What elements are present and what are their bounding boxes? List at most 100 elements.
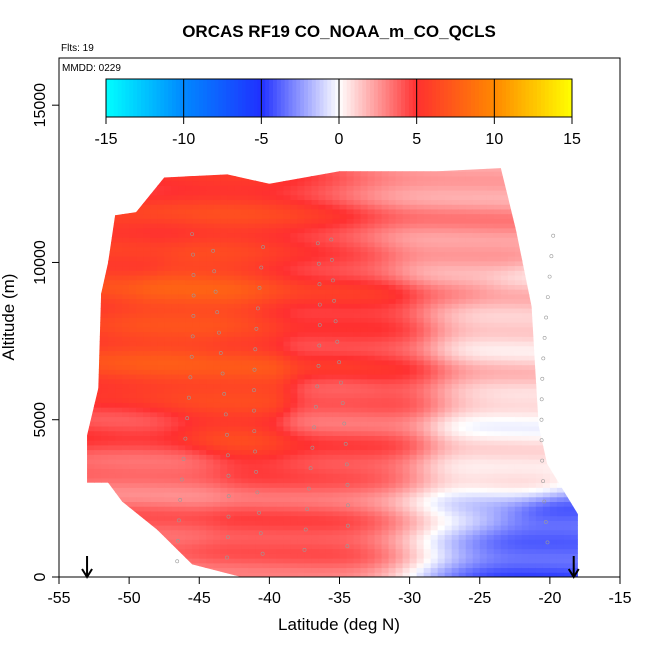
heat-cell bbox=[437, 548, 446, 554]
heat-cell bbox=[129, 411, 137, 418]
heat-cell bbox=[402, 364, 411, 370]
heat-cell bbox=[458, 515, 467, 521]
heat-cell bbox=[297, 369, 305, 375]
heat-cell bbox=[122, 260, 130, 267]
heat-cell bbox=[276, 468, 284, 474]
heat-cell bbox=[472, 520, 481, 526]
heat-cell bbox=[311, 572, 319, 577]
heat-cell bbox=[101, 223, 109, 229]
heat-cell bbox=[94, 199, 102, 205]
heat-cell bbox=[171, 388, 179, 394]
heat-cell bbox=[171, 383, 179, 389]
heat-cell bbox=[339, 492, 348, 498]
heat-cell bbox=[255, 402, 263, 408]
heat-cell bbox=[234, 496, 242, 503]
heat-cell bbox=[416, 426, 425, 432]
heat-cell bbox=[290, 308, 298, 314]
heat-cell bbox=[444, 378, 453, 385]
heat-cell bbox=[143, 567, 151, 573]
heat-cell bbox=[206, 492, 214, 498]
heat-cell bbox=[276, 402, 284, 408]
heat-cell bbox=[360, 496, 369, 503]
heat-cell bbox=[185, 449, 193, 455]
heat-cell bbox=[458, 548, 467, 554]
heat-cell bbox=[332, 421, 340, 427]
heat-cell bbox=[416, 534, 425, 540]
heat-cell bbox=[94, 411, 102, 418]
heat-cell bbox=[458, 459, 467, 465]
heat-cell bbox=[283, 529, 291, 536]
heat-cell bbox=[374, 331, 383, 337]
heat-cell bbox=[108, 218, 116, 224]
heat-cell bbox=[178, 444, 186, 451]
heat-cell bbox=[409, 175, 418, 182]
heat-cell bbox=[318, 525, 326, 531]
heat-cell bbox=[423, 355, 432, 361]
heat-cell bbox=[297, 275, 305, 281]
heat-cell bbox=[416, 520, 425, 526]
heat-cell bbox=[94, 208, 102, 215]
heat-cell bbox=[353, 364, 362, 370]
heat-cell bbox=[115, 345, 123, 352]
heat-cell bbox=[171, 525, 179, 531]
heat-cell bbox=[318, 364, 326, 370]
heat-cell bbox=[311, 562, 319, 569]
heat-cell bbox=[255, 407, 263, 413]
heat-cell bbox=[318, 426, 326, 432]
heat-cell bbox=[255, 359, 263, 366]
heat-cell bbox=[248, 411, 256, 418]
heat-cell bbox=[157, 265, 165, 271]
heat-cell bbox=[388, 359, 397, 366]
heat-cell bbox=[332, 449, 340, 455]
heat-cell bbox=[101, 232, 109, 238]
heat-cell bbox=[136, 331, 144, 337]
heat-cell bbox=[367, 454, 376, 460]
heat-cell bbox=[94, 331, 102, 337]
heat-cell bbox=[409, 510, 418, 517]
heat-cell bbox=[325, 270, 333, 276]
heat-cell bbox=[199, 208, 207, 215]
heat-cell bbox=[192, 162, 200, 167]
heat-cell bbox=[269, 265, 277, 271]
heat-cell bbox=[122, 506, 130, 512]
heat-cell bbox=[262, 350, 270, 356]
heat-cell bbox=[171, 426, 179, 432]
heat-cell bbox=[423, 284, 432, 290]
heat-cell bbox=[360, 260, 369, 267]
heat-cell bbox=[94, 407, 102, 413]
heat-cell bbox=[94, 454, 102, 460]
heat-cell bbox=[346, 194, 355, 201]
heat-cell bbox=[227, 411, 235, 418]
heat-cell bbox=[381, 463, 390, 469]
heat-cell bbox=[241, 402, 249, 408]
heat-cell bbox=[241, 525, 249, 531]
heat-cell bbox=[115, 218, 123, 224]
heat-cell bbox=[115, 383, 123, 389]
heat-cell bbox=[423, 440, 432, 446]
heat-cell bbox=[150, 440, 158, 446]
heat-cell bbox=[248, 265, 256, 271]
heat-cell bbox=[185, 534, 193, 540]
heat-cell bbox=[255, 232, 263, 238]
heat-cell bbox=[381, 275, 390, 281]
heat-cell bbox=[262, 510, 270, 517]
heat-cell bbox=[213, 468, 221, 474]
heat-cell bbox=[332, 162, 340, 167]
heat-cell bbox=[353, 180, 362, 186]
heat-cell bbox=[479, 520, 488, 526]
heat-cell bbox=[297, 331, 305, 337]
heat-cell bbox=[353, 525, 362, 531]
heat-cell bbox=[143, 326, 151, 333]
heat-cell bbox=[311, 525, 319, 531]
heat-cell bbox=[115, 421, 123, 427]
heat-cell bbox=[101, 534, 109, 540]
heat-cell bbox=[381, 190, 390, 196]
heat-cell bbox=[150, 463, 158, 469]
heat-cell bbox=[353, 223, 362, 229]
heat-cell bbox=[122, 175, 130, 182]
heat-cell bbox=[227, 463, 235, 469]
heat-cell bbox=[94, 388, 102, 394]
heat-cell bbox=[164, 553, 172, 559]
heat-cell bbox=[395, 279, 404, 285]
heat-cell bbox=[465, 558, 474, 564]
